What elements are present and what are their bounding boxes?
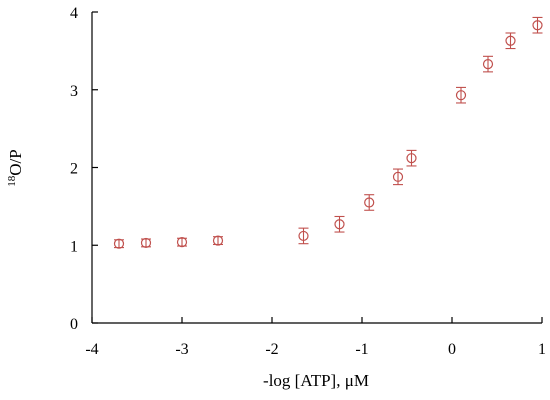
y-tick-label: 1 [70, 238, 78, 255]
marker-circle [505, 35, 516, 46]
x-tick-label: -2 [265, 341, 278, 358]
data-point [455, 86, 467, 104]
data-point [505, 32, 516, 50]
data-point [482, 55, 494, 73]
data-point [334, 215, 345, 233]
y-tick-label: 3 [70, 83, 78, 100]
data-point [176, 237, 188, 248]
marker-circle [364, 197, 375, 208]
data-point [532, 16, 543, 34]
data-point [113, 238, 125, 249]
marker-circle [298, 230, 309, 242]
marker-circle [482, 58, 494, 70]
x-tick-label: -4 [85, 341, 98, 358]
y-axis-title: 18O/P [6, 149, 25, 186]
marker-circle [334, 219, 345, 230]
y-axis-title-superscript: 18 [6, 175, 18, 187]
data-point [140, 237, 152, 249]
marker-circle [406, 153, 417, 164]
data-point [212, 235, 224, 246]
y-tick-label: 2 [70, 161, 78, 178]
data-point [392, 168, 404, 186]
y-tick-label: 4 [70, 5, 78, 22]
data-point [364, 194, 375, 211]
x-axis-title: -log [ATP], μM [263, 371, 369, 390]
axes [91, 12, 542, 324]
x-tick-label: 0 [448, 341, 456, 358]
marker-circle [532, 20, 543, 31]
data-point [298, 227, 309, 245]
x-tick-label: -3 [175, 341, 188, 358]
x-tick-label: -1 [355, 341, 368, 358]
x-tick-label: 1 [538, 341, 546, 358]
marker-circle [455, 90, 467, 101]
marker-circle [113, 238, 125, 249]
x-ticks: -4 -3 -2 -1 0 1 [85, 317, 546, 358]
data-point [406, 149, 417, 167]
y-axis-title-main: O/P [6, 149, 25, 175]
marker-circle [176, 237, 188, 248]
y-tick-label: 0 [70, 316, 78, 333]
y-ticks: 0 1 2 3 4 [70, 5, 98, 333]
marker-circle [392, 171, 404, 182]
data-points [113, 16, 543, 249]
marker-circle [140, 237, 152, 249]
marker-circle [212, 235, 224, 246]
